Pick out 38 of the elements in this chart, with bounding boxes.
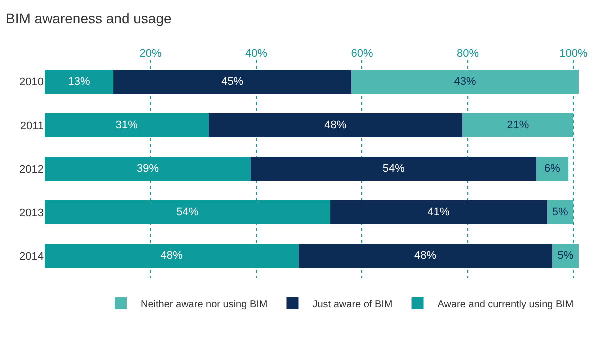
bar bbox=[352, 70, 579, 94]
text: 41% bbox=[428, 206, 450, 219]
chart-title: BIM awareness and usage bbox=[6, 10, 172, 26]
y-tick-label: 2011 bbox=[20, 120, 44, 132]
x-tick-label: 60% bbox=[351, 48, 374, 60]
y-tick-label: 2012 bbox=[20, 164, 44, 176]
text: 54% bbox=[176, 206, 199, 219]
text: 45% bbox=[222, 76, 244, 88]
text: 21% bbox=[507, 119, 530, 132]
bar bbox=[251, 157, 537, 181]
x-tick-label: 100% bbox=[560, 48, 588, 60]
bar bbox=[462, 113, 574, 138]
bar bbox=[45, 70, 114, 94]
bar bbox=[330, 200, 548, 225]
bar bbox=[536, 157, 568, 181]
bar bbox=[208, 113, 463, 138]
text: 39% bbox=[136, 163, 160, 175]
y-tick-label: 2014 bbox=[20, 251, 44, 264]
legend-label: Aware and currently using BIM bbox=[438, 299, 574, 310]
text: 31% bbox=[116, 119, 138, 132]
text: 13% bbox=[68, 76, 90, 88]
bar bbox=[114, 70, 352, 94]
text: 54% bbox=[382, 163, 405, 175]
y-tick-label: 2010 bbox=[20, 76, 44, 89]
bar bbox=[298, 244, 553, 268]
x-tick-label: 20% bbox=[140, 48, 162, 60]
text: 5% bbox=[552, 206, 568, 219]
text: 48% bbox=[324, 119, 347, 132]
text: 43% bbox=[454, 76, 476, 88]
text: 5% bbox=[558, 250, 574, 262]
legend-label: Neither aware nor using BIM bbox=[141, 299, 268, 310]
x-tick-label: 80% bbox=[456, 48, 480, 60]
x-tick-label: 40% bbox=[245, 48, 268, 60]
text: 48% bbox=[414, 250, 437, 262]
text: 48% bbox=[160, 250, 183, 262]
y-tick-label: 2013 bbox=[20, 207, 44, 220]
legend-label: Just aware of BIM bbox=[312, 299, 393, 310]
text: 6% bbox=[544, 163, 560, 175]
